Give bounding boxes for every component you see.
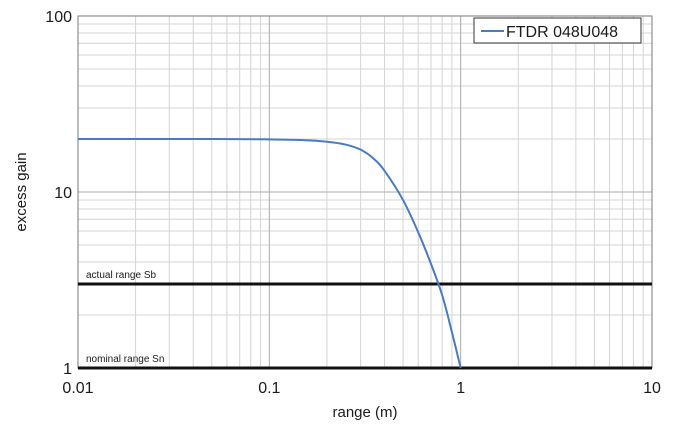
reference-line-label: actual range Sb [86, 270, 156, 281]
y-axis-label: excess gain [13, 152, 30, 231]
reference-lines: actual range Sb nominal range Sn [78, 270, 652, 370]
x-tick-label: 1 [456, 380, 465, 397]
y-tick-labels: 1 10 100 [45, 9, 72, 378]
y-tick-label: 10 [54, 185, 72, 202]
legend: FTDR 048U048 [473, 17, 642, 44]
reference-line-label: nominal range Sn [86, 354, 164, 365]
x-axis-label: range (m) [332, 404, 397, 421]
x-tick-label: 0.01 [62, 380, 93, 397]
legend-label: FTDR 048U048 [506, 24, 618, 41]
y-tick-label: 1 [63, 361, 72, 378]
x-tick-label: 10 [643, 380, 661, 397]
series-layer [77, 137, 462, 369]
series-line [77, 137, 462, 369]
x-tick-labels: 0.01 0.1 1 10 [62, 380, 661, 397]
y-tick-label: 100 [45, 9, 72, 26]
x-tick-label: 0.1 [258, 380, 280, 397]
